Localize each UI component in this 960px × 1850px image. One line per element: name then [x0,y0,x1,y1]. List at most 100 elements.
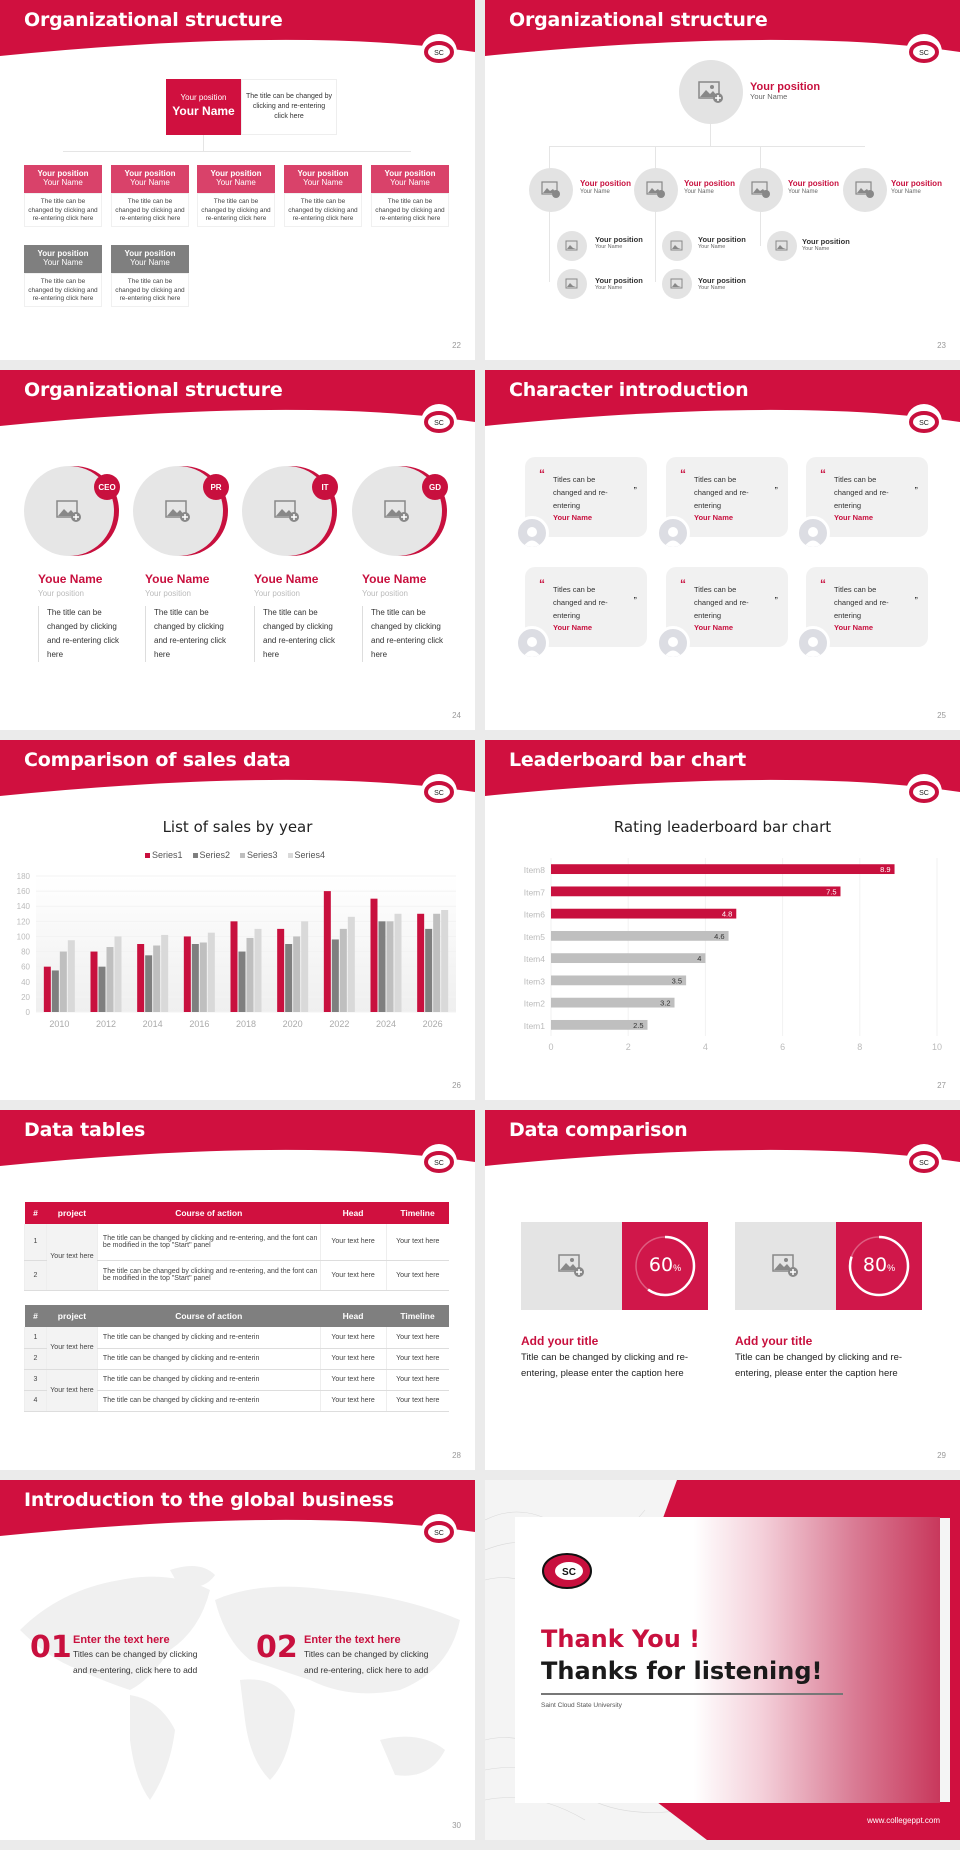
table-header: # [33,1311,38,1321]
cell-project[interactable]: Your text here [45,1327,98,1370]
avatar [656,626,690,660]
slide-24[interactable]: Organizational structure SC CEO Youe Nam… [0,370,475,730]
cell-action[interactable]: The title can be changed by clicking and… [96,1348,321,1370]
role-badge: GD [422,474,448,500]
image-placeholder[interactable] [521,1222,623,1310]
box-desc: The title can be changed by clicking and… [111,273,189,307]
photo-placeholder[interactable] [767,231,797,261]
photo-placeholder[interactable] [557,231,587,261]
cell-head[interactable]: Your text here [319,1260,387,1291]
data-table-1[interactable]: # project Course of action Head Timeline… [24,1202,449,1291]
person-position: Your position [145,589,191,598]
slide-28[interactable]: Data tables SC # project Course of actio… [0,1110,475,1470]
position-label-group: Your position Your Name [698,235,746,251]
table-header: # [33,1208,38,1218]
person-desc: The title can be changed by clicking and… [362,606,452,662]
website-link[interactable]: www.collegeppt.com [867,1816,940,1825]
user-icon [523,527,541,547]
percent-panel: 80% [836,1222,922,1310]
item-desc: Title can be changed by clicking and re-… [521,1352,689,1379]
org-box[interactable]: Your position Your Name The title can be c… [24,245,102,307]
org-box[interactable]: Your position Your Name The title can be c… [111,165,189,227]
avatar [796,516,830,550]
slide-29[interactable]: Data comparison SC 60% Add your title Ti… [485,1110,960,1470]
org-box[interactable]: Your position Your Name The title can be c… [111,245,189,307]
legend-item: Series3 [240,850,278,860]
photo-placeholder[interactable] [843,168,887,212]
photo-placeholder[interactable] [242,466,332,556]
slide-23[interactable]: Organizational structure SC Your positio… [485,0,960,360]
cell-timeline[interactable]: Your text here [385,1390,449,1412]
person-info: Youe Name Your position The title can be c… [362,572,452,662]
top-description[interactable]: The title can be changed by clicking and… [241,79,337,135]
cell-timeline[interactable]: Your text here [385,1348,449,1370]
cell-timeline[interactable]: Your text here [385,1224,449,1261]
photo-placeholder[interactable] [679,60,743,124]
cell-head[interactable]: Your text here [319,1369,387,1391]
name-label: Your Name [698,244,726,251]
photo-placeholder[interactable] [662,269,692,299]
cell-project[interactable]: Your text here [45,1369,98,1412]
cell-project[interactable]: Your text here [45,1224,98,1291]
cell-action[interactable]: The title can be changed by clicking and… [96,1224,321,1261]
org-box[interactable]: Your position Your Name The title can be c… [371,165,449,227]
cell-head[interactable]: Your text here [319,1390,387,1412]
person-desc: The title can be changed by clicking and… [254,606,344,662]
slide-25[interactable]: Character introduction SC “ Titles can be… [485,370,960,730]
image-placeholder[interactable] [735,1222,837,1310]
cell-head[interactable]: Your text here [319,1224,387,1261]
photo-placeholder[interactable] [662,231,692,261]
user-icon [523,637,541,657]
divider [541,1693,843,1695]
cell-head[interactable]: Your text here [319,1348,387,1370]
cell-action[interactable]: The title can be changed by clicking and… [96,1390,321,1412]
scsu-logo-icon: SC [906,34,942,70]
cell-action[interactable]: The title can be changed by clicking and… [96,1260,321,1291]
slide-30[interactable]: Introduction to the global business SC 0… [0,1480,475,1840]
role-badge: PR [203,474,229,500]
quote-name: Your Name [694,623,734,632]
org-box[interactable]: Your position Your Name The title can be c… [197,165,275,227]
photo-placeholder[interactable] [529,168,573,212]
svg-text:SC: SC [434,50,444,57]
position-label: Your position [210,169,262,178]
quote-close-icon: ” [774,597,779,604]
data-table-2[interactable]: # project Course of action Head Timeline… [24,1305,449,1412]
legend-item: Series1 [145,850,183,860]
org-box[interactable]: Your position Your Name The title can be c… [284,165,362,227]
image-add-icon [384,500,409,522]
item-title: Enter the text here [304,1634,401,1646]
photo-placeholder[interactable] [739,168,783,212]
svg-text:2.5: 2.5 [633,1021,643,1030]
person-desc: The title can be changed by clicking and… [38,606,128,662]
scsu-logo-icon: SC [906,1144,942,1180]
slide-26[interactable]: Comparison of sales data SC List of sale… [0,740,475,1100]
position-label: Your position [891,179,942,188]
svg-text:20: 20 [21,993,30,1002]
top-position-box[interactable]: Your position Your Name [166,79,241,135]
cell-timeline[interactable]: Your text here [385,1369,449,1391]
photo-placeholder[interactable] [634,168,678,212]
image-add-icon [274,500,299,522]
position-label-group: Your position Your Name [891,179,942,195]
org-box[interactable]: Your position Your Name The title can be c… [24,165,102,227]
cell-timeline[interactable]: Your text here [385,1260,449,1291]
slide-27[interactable]: Leaderboard bar chart SC Rating leaderbo… [485,740,960,1100]
cell-action[interactable]: The title can be changed by clicking and… [96,1369,321,1391]
svg-text:2010: 2010 [49,1019,69,1029]
cell-head[interactable]: Your text here [319,1327,387,1349]
cell-timeline[interactable]: Your text here [385,1327,449,1349]
legend-item: Series2 [192,850,230,860]
svg-text:2022: 2022 [329,1019,349,1029]
slide-22[interactable]: Organizational structure SC Your positio… [0,0,475,360]
position-label: Your position [788,179,839,188]
position-label: Your position [297,169,349,178]
photo-placeholder[interactable] [557,269,587,299]
slide-thank-you[interactable]: SC Thank You ! Thanks for listening! Sai… [485,1480,960,1840]
name-label: Your Name [580,188,610,195]
svg-text:60: 60 [21,963,30,972]
avatar [515,626,549,660]
box-desc: The title can be changed by clicking and… [24,273,102,307]
cell-action[interactable]: The title can be changed by clicking and… [96,1327,321,1349]
image-add-icon [670,240,683,251]
